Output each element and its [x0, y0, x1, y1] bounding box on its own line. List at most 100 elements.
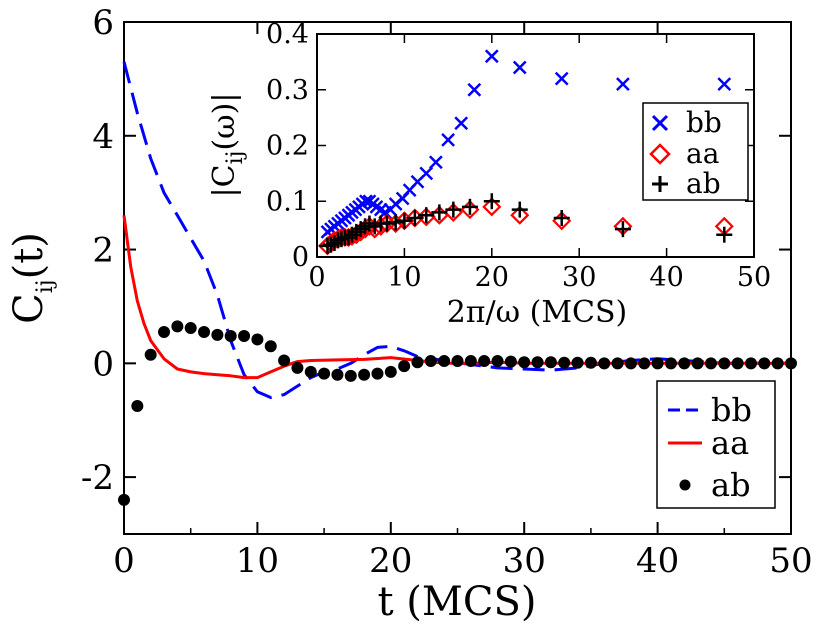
inset-point-ab	[445, 201, 462, 218]
main-y-tick-label: 2	[92, 231, 114, 271]
inset-point-stroke	[419, 166, 434, 181]
inset-x-ticks: 0 10 20 30 40 50	[308, 34, 771, 293]
inset-point-ab	[511, 201, 528, 218]
main-point-ab	[544, 356, 557, 369]
inset-point-bb	[717, 77, 732, 92]
main-point-ab	[771, 357, 784, 370]
inset-x-tick-label: 50	[737, 262, 771, 293]
main-point-ab	[398, 360, 411, 373]
main-point-ab	[331, 368, 344, 381]
inset-point-bb	[554, 71, 569, 86]
main-y-tick-label: -2	[81, 458, 114, 498]
main-point-ab	[211, 328, 224, 341]
inset-legend: bb aa ab	[642, 102, 749, 201]
main-point-ab	[691, 357, 704, 370]
inset-x-axis-title: 2π/ω (MCS)	[447, 295, 628, 330]
inset-point-stroke	[454, 116, 469, 131]
inset-point-bb	[467, 82, 482, 97]
main-y-tick-label: 6	[92, 3, 114, 43]
inset-point-stroke	[616, 77, 630, 92]
main-point-ab	[318, 367, 331, 380]
main-point-ab	[758, 357, 771, 370]
main-y-tick-label: 4	[92, 117, 114, 157]
main-point-ab	[264, 340, 277, 353]
main-point-ab	[424, 355, 437, 368]
inset-y-tick-label: 0.4	[266, 19, 309, 50]
main-y-tick-label: 0	[92, 344, 114, 384]
inset-series	[317, 49, 734, 256]
main-point-ab	[344, 369, 357, 382]
main-point-ab	[638, 357, 651, 370]
main-x-tick-label: 40	[636, 541, 679, 581]
main-point-ab	[504, 355, 517, 368]
inset-point-stroke	[428, 155, 443, 170]
main-point-ab	[158, 326, 171, 339]
inset-point-ab	[716, 226, 733, 243]
main-point-ab	[384, 365, 397, 378]
inset-point-ab	[396, 212, 413, 229]
main-point-ab	[238, 330, 251, 343]
inset-y-axis-title: |Cij(ω)|	[207, 93, 248, 198]
main-point-ab	[291, 361, 304, 374]
inset-point-bb	[419, 166, 434, 181]
main-point-ab	[651, 357, 664, 370]
inset-legend-swatch-bb	[651, 114, 669, 132]
inset-point-bb	[616, 77, 630, 92]
main-point-ab	[171, 320, 184, 333]
inset-point-ab	[333, 231, 350, 248]
main-y-ticks: -2 0 2 4 6	[81, 3, 791, 498]
main-point-ab	[611, 357, 624, 370]
main-legend: bb aa ab	[656, 380, 776, 509]
inset-point-aa	[510, 205, 530, 225]
inset-y-tick-label: 0.1	[266, 186, 309, 217]
inset-point-bb	[428, 155, 443, 170]
inset-point-stroke	[441, 133, 455, 147]
main-x-tick-label: 50	[769, 541, 812, 581]
inset-point-bb	[359, 194, 373, 209]
main-y-axis-title: Cij(t)	[6, 232, 58, 324]
main-x-ticks: 0 10 20 30 40 50	[113, 22, 813, 581]
main-point-ab	[518, 356, 531, 369]
inset-point-stroke	[359, 194, 373, 209]
inset-legend-label-bb: bb	[686, 106, 722, 139]
main-point-ab	[304, 365, 317, 378]
main-point-ab	[224, 330, 237, 343]
main-legend-label-aa: aa	[711, 424, 749, 462]
main-point-ab	[358, 368, 371, 381]
inset-point-ab	[461, 198, 478, 215]
main-point-ab	[571, 356, 584, 369]
main-point-ab	[491, 355, 504, 368]
main-point-ab	[718, 357, 731, 370]
main-point-ab	[785, 357, 797, 370]
inset-point-ab	[553, 209, 570, 226]
inset-y-tick-label: 0.2	[266, 131, 309, 162]
main-legend-label-bb: bb	[711, 391, 752, 429]
main-point-ab	[744, 357, 757, 370]
inset-point-ab	[431, 204, 448, 221]
inset-y-tick-label: 0.3	[266, 75, 309, 106]
main-x-axis-title: t (MCS)	[378, 579, 537, 625]
inset-point-ab	[387, 214, 404, 231]
main-point-ab	[464, 355, 477, 368]
inset-point-stroke	[467, 82, 482, 97]
main-point-ab	[411, 356, 424, 369]
inset-legend-swatch-ab	[652, 176, 668, 192]
main-point-ab	[584, 356, 597, 369]
main-point-ab	[598, 357, 611, 370]
main-plot: 0 10 20 30 40 50 -2 0 2 4 6 t (MCS) Cij(t) bb aa …	[6, 3, 813, 625]
inset-point-ab	[483, 193, 500, 210]
inset-legend-label-aa: aa	[686, 137, 719, 170]
main-legend-swatch-ab	[679, 479, 691, 491]
inset-x-tick-label: 10	[387, 262, 421, 293]
main-x-tick-label: 20	[369, 541, 412, 581]
main-x-tick-label: 0	[113, 541, 135, 581]
inset-point-ab	[326, 235, 343, 252]
inset-point-stroke	[717, 77, 732, 92]
inset-point-bb	[454, 116, 469, 131]
inset-point-bb	[512, 60, 527, 75]
inset-point-ab	[418, 207, 435, 224]
main-point-ab	[731, 357, 744, 370]
inset-point-ab	[614, 221, 631, 238]
main-legend-label-ab: ab	[711, 466, 751, 504]
